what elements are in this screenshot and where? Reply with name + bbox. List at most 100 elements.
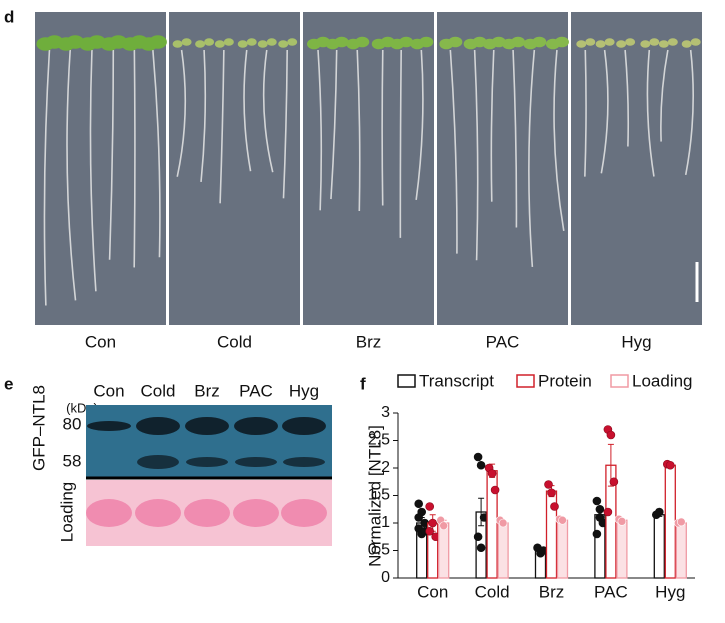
- loading-band: [281, 499, 327, 527]
- data-point: [414, 499, 424, 509]
- legend-swatch: [610, 374, 629, 388]
- root: [553, 49, 565, 232]
- y-axis-label: Normalized [NTL8]: [365, 425, 384, 567]
- legend-label: Protein: [538, 371, 592, 390]
- blot-bands: Con Cold Brz PAC Hyg: [86, 381, 327, 527]
- root: [490, 49, 495, 202]
- data-point: [425, 526, 435, 536]
- seedling-photos: Con Cold Brz PAC Hyg: [35, 12, 702, 351]
- data-point: [490, 485, 500, 495]
- loading-band: [135, 499, 181, 527]
- root: [660, 49, 669, 142]
- data-point: [592, 529, 602, 539]
- leaf: [355, 36, 370, 48]
- leaf: [246, 38, 257, 46]
- condition-label: Brz: [356, 332, 382, 351]
- root: [282, 49, 288, 199]
- photo-panel: [303, 12, 434, 325]
- panel-label: e: [4, 374, 13, 393]
- root: [219, 49, 225, 204]
- legend-label: Transcript: [419, 371, 494, 390]
- root: [415, 49, 424, 201]
- leaf: [148, 35, 167, 49]
- data-point: [558, 515, 567, 525]
- band-80: [87, 421, 131, 431]
- legend-swatch: [516, 374, 535, 388]
- leaf: [576, 40, 587, 48]
- condition-label: Cold: [217, 332, 252, 351]
- data-point: [595, 513, 605, 522]
- data-point: [606, 430, 616, 440]
- data-point: [439, 521, 449, 531]
- leaf: [237, 40, 248, 48]
- leaf: [532, 36, 547, 48]
- photo-panel: [169, 12, 300, 325]
- root: [381, 49, 384, 206]
- lane-label: Cold: [141, 381, 176, 400]
- root: [584, 49, 587, 177]
- bar: [653, 514, 665, 579]
- y-tick-label: 3: [381, 404, 390, 421]
- data-point: [544, 480, 553, 489]
- lane-label: Hyg: [289, 381, 319, 400]
- data-point: [476, 460, 486, 470]
- leaf: [595, 40, 606, 48]
- x-tick-label: Cold: [475, 582, 510, 601]
- leaf: [257, 40, 268, 48]
- leaf: [204, 38, 215, 46]
- root: [152, 49, 161, 258]
- panel-label: d: [4, 7, 14, 26]
- legend-label: Loading: [632, 371, 693, 390]
- root: [624, 49, 630, 147]
- y-tick-label: 1.5: [368, 487, 390, 504]
- root: [473, 49, 479, 261]
- leaf: [681, 40, 692, 48]
- data-point: [654, 507, 664, 517]
- leaf: [649, 38, 660, 46]
- data-point: [473, 532, 483, 542]
- root: [176, 49, 187, 177]
- loading-band: [233, 499, 279, 527]
- root: [684, 49, 694, 176]
- legend-swatch: [397, 374, 416, 388]
- data-point: [592, 496, 602, 506]
- bar-chart: 0 0.5 1 1.5 2 2.5 3 Normalized [NTL8] Transcript…: [365, 371, 695, 601]
- data-point: [425, 502, 435, 511]
- photo-panel: [437, 12, 568, 325]
- root: [512, 49, 518, 228]
- data-point: [547, 488, 556, 498]
- band-58: [235, 457, 277, 467]
- y-tick-label: 2.5: [368, 432, 390, 449]
- data-point: [487, 469, 497, 478]
- data-point: [617, 517, 627, 526]
- data-point: [473, 452, 483, 462]
- photo-panel: [571, 12, 702, 325]
- data-point: [609, 477, 619, 487]
- leaf: [667, 38, 678, 46]
- band-80: [185, 417, 229, 435]
- root: [330, 49, 338, 200]
- data-point: [676, 517, 686, 527]
- root: [356, 49, 361, 211]
- bar: [675, 522, 687, 579]
- condition-label: PAC: [486, 332, 520, 351]
- root: [108, 49, 115, 260]
- root: [262, 49, 274, 173]
- leaf: [399, 36, 414, 48]
- leaf: [585, 38, 596, 46]
- marker-label: 80: [63, 414, 82, 433]
- bar: [497, 522, 509, 579]
- leaf: [616, 40, 627, 48]
- leaf: [604, 38, 615, 46]
- data-point: [498, 518, 508, 528]
- band-80: [136, 417, 180, 435]
- leaf: [214, 40, 225, 48]
- band-58: [137, 455, 179, 469]
- root: [243, 49, 252, 172]
- band-58: [186, 457, 228, 467]
- lane-label: Brz: [194, 381, 220, 400]
- bar: [556, 519, 569, 579]
- leaf: [448, 36, 463, 48]
- band-80: [282, 417, 326, 435]
